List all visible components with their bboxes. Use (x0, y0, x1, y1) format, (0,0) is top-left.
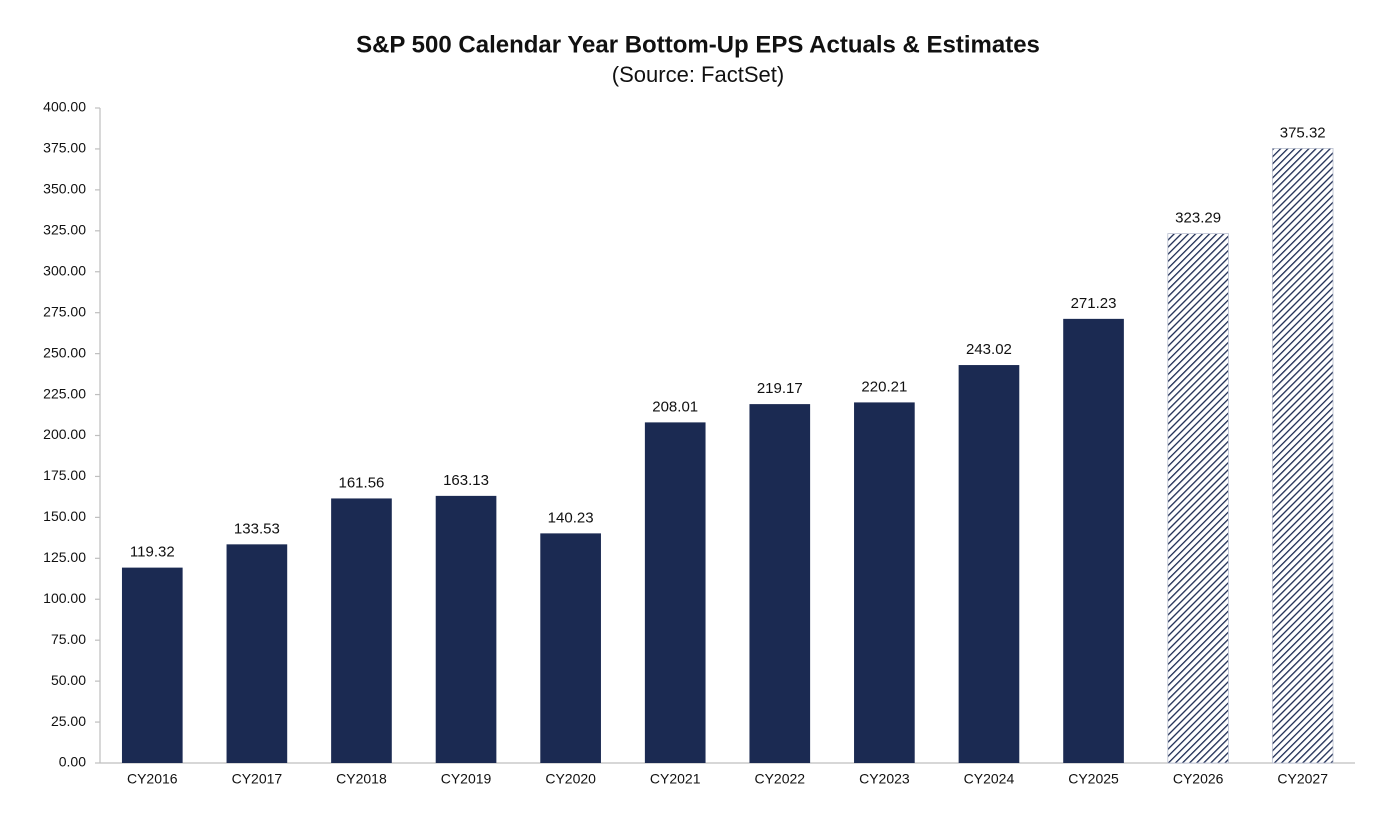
x-tick-label: CY2025 (1068, 771, 1119, 787)
bar (644, 422, 706, 763)
x-tick-label: CY2026 (1173, 771, 1224, 787)
x-tick-label: CY2019 (441, 771, 492, 787)
data-label: 271.23 (1071, 295, 1117, 312)
bar (331, 498, 392, 763)
x-tick-label: CY2018 (336, 771, 387, 787)
data-label: 119.32 (130, 544, 175, 561)
bar (1167, 233, 1229, 764)
y-tick-label: 150.00 (43, 508, 86, 524)
data-label: 140.23 (548, 509, 594, 526)
data-label: 219.17 (757, 380, 803, 397)
x-tick-label: CY2023 (859, 771, 910, 787)
x-tick-label: CY2021 (650, 771, 701, 787)
bar (435, 495, 497, 763)
bar (749, 404, 811, 763)
y-tick-label: 50.00 (51, 672, 86, 688)
x-tick-label: CY2020 (545, 771, 596, 787)
data-label: 220.21 (861, 378, 907, 395)
x-tick-label: CY2024 (964, 771, 1015, 787)
bar (958, 365, 1020, 763)
y-tick-label: 275.00 (43, 303, 86, 319)
y-tick-label: 25.00 (51, 713, 86, 729)
data-label: 243.02 (966, 341, 1012, 358)
x-tick-label: CY2016 (127, 771, 178, 787)
y-tick-label: 350.00 (43, 181, 86, 197)
data-label: 208.01 (652, 398, 698, 415)
chart-subtitle: (Source: FactSet) (612, 62, 784, 87)
bar (1063, 318, 1124, 763)
data-label: 163.13 (443, 472, 489, 489)
y-tick-label: 375.00 (43, 140, 86, 156)
x-tick-label: CY2017 (232, 771, 283, 787)
y-tick-label: 400.00 (43, 99, 86, 115)
y-tick-label: 125.00 (43, 549, 86, 565)
y-tick-label: 100.00 (43, 590, 86, 606)
x-tick-label: CY2022 (754, 771, 805, 787)
bar (121, 567, 183, 763)
y-tick-label: 325.00 (43, 222, 86, 238)
y-tick-label: 300.00 (43, 262, 86, 278)
y-tick-label: 225.00 (43, 385, 86, 401)
data-label: 161.56 (339, 474, 385, 491)
x-tick-label: CY2027 (1277, 771, 1328, 787)
y-tick-label: 75.00 (51, 631, 86, 647)
data-label: 323.29 (1175, 210, 1221, 227)
y-tick-label: 0.00 (59, 754, 86, 770)
bar (540, 533, 601, 763)
y-tick-label: 250.00 (43, 344, 86, 360)
bar (226, 544, 288, 763)
y-tick-label: 175.00 (43, 467, 86, 483)
y-tick-label: 200.00 (43, 426, 86, 442)
bar (854, 402, 915, 763)
chart-title: S&P 500 Calendar Year Bottom-Up EPS Actu… (356, 31, 1040, 58)
data-label: 375.32 (1280, 124, 1326, 141)
data-label: 133.53 (234, 520, 280, 537)
bar (1271, 148, 1334, 764)
